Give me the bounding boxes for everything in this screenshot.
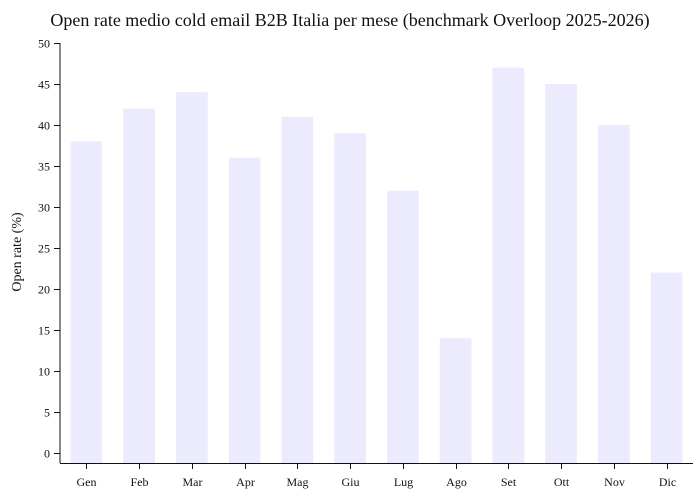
bar-ago	[439, 338, 472, 463]
y-tick-label: 30	[38, 201, 50, 215]
y-tick-label: 0	[44, 447, 50, 461]
x-tick-label-feb: Feb	[131, 475, 149, 489]
bar-set	[492, 67, 525, 463]
y-tick-label: 35	[38, 160, 50, 174]
y-tick-label: 5	[44, 406, 50, 420]
bar-feb	[123, 108, 155, 463]
x-tick-label-dic: Dic	[659, 475, 676, 489]
y-tick-label: 20	[38, 283, 50, 297]
bar-mar	[176, 92, 208, 463]
bar-lug	[387, 190, 419, 463]
bar-gen	[70, 141, 103, 463]
x-tick-label-mar: Mar	[183, 475, 203, 489]
x-tick-label-set: Set	[501, 475, 517, 489]
bar-ott	[545, 84, 577, 463]
y-tick-label: 25	[38, 242, 50, 256]
bar-nov	[598, 125, 630, 463]
x-tick-label-ago: Ago	[446, 475, 467, 489]
bar-dic	[650, 272, 683, 463]
bar-mag	[281, 116, 314, 464]
y-tick-label: 45	[38, 78, 50, 92]
x-axis: Gen Feb Mar Apr Mag Giu Lug Ago Set Ott Nov Dic	[60, 463, 693, 489]
y-axis-label: Open rate (%)	[10, 212, 25, 292]
x-tick-label-mag: Mag	[287, 475, 309, 489]
y-tick-label: 10	[38, 365, 50, 379]
y-tick-label: 40	[38, 119, 50, 133]
y-tick-label: 15	[38, 324, 50, 338]
bars-layer	[70, 67, 683, 464]
x-tick-label-apr: Apr	[236, 475, 255, 489]
chart-title: Open rate medio cold email B2B Italia pe…	[50, 10, 649, 31]
x-tick-label-giu: Giu	[342, 475, 360, 489]
x-tick-label-ott: Ott	[554, 475, 570, 489]
x-tick-label-nov: Nov	[604, 475, 625, 489]
bar-apr	[228, 157, 261, 464]
x-tick-label-gen: Gen	[77, 475, 97, 489]
y-tick-label: 50	[38, 37, 50, 51]
x-tick-label-lug: Lug	[394, 475, 413, 489]
bar-giu	[334, 133, 366, 463]
y-axis: 0 5 10 15 20 25 30 35 40 45 50	[38, 37, 61, 463]
